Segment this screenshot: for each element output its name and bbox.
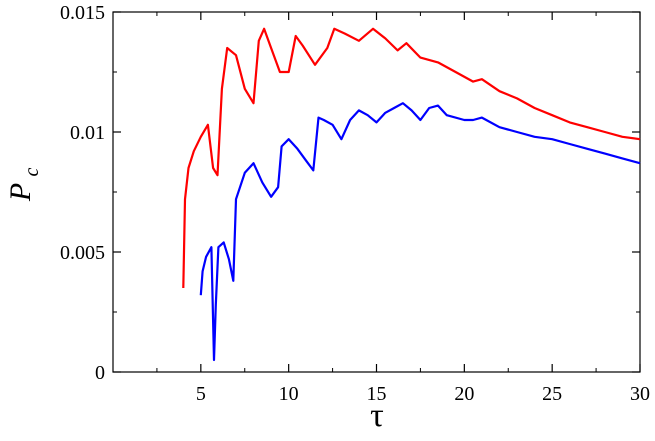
x-axis-title: τ	[370, 397, 384, 434]
y-axis-title: P c	[4, 167, 43, 202]
y-tick-label: 0.005	[60, 242, 105, 264]
x-tick-label: 5	[196, 383, 206, 405]
series-layer	[182, 27, 641, 362]
y-tick-label: 0.015	[60, 2, 105, 24]
series-line-2	[199, 102, 641, 362]
x-tick-label: 20	[454, 383, 474, 405]
y-tick-label: 0.01	[70, 122, 105, 144]
x-tick-label: 15	[367, 383, 387, 405]
y-axis-title-main: P	[4, 183, 37, 202]
y-axis-title-subscript: c	[21, 167, 43, 176]
x-tick-label: 30	[630, 383, 650, 405]
series-line-1	[182, 27, 641, 289]
plot-frame	[112, 11, 641, 373]
x-tick-label: 10	[279, 383, 299, 405]
x-tick-label: 25	[542, 383, 562, 405]
tick-layer: 5 10 15 20 25 30 0 0.005 0.01 0.015	[60, 2, 650, 405]
y-tick-label: 0	[95, 362, 105, 384]
